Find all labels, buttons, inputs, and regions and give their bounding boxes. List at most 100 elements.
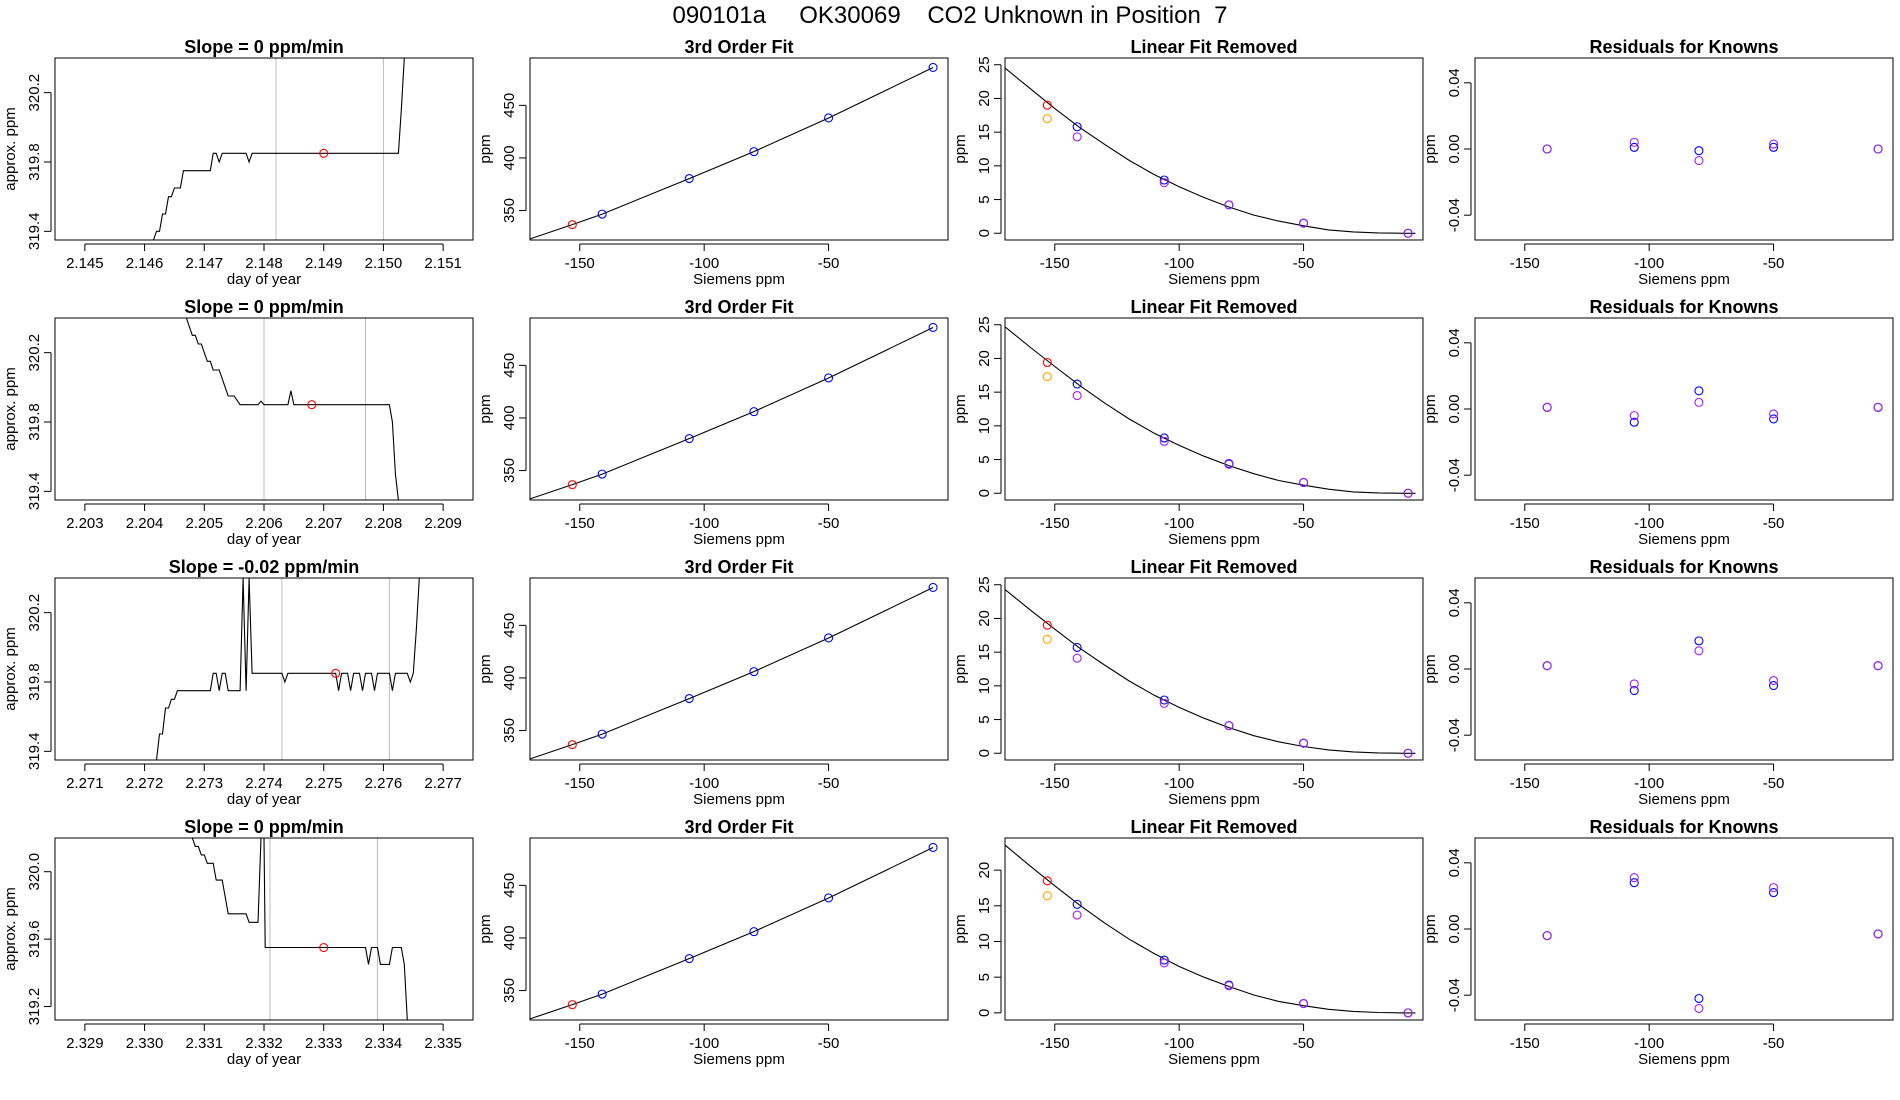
y-tick-label: 25 xyxy=(976,56,993,73)
y-axis-label: approx. ppm xyxy=(2,887,19,970)
panel-title: Linear Fit Removed xyxy=(1130,297,1297,317)
fit-curve xyxy=(530,587,934,760)
y-tick-label: 320.0 xyxy=(26,853,43,891)
x-tick-label: -100 xyxy=(1634,515,1664,532)
panel-r2-c3: -150 -100 -50 Siemens ppm 0 5 10 15 20 25 ppm Linea… xyxy=(952,297,1424,548)
point-blue xyxy=(1159,433,1169,443)
plot-frame xyxy=(529,577,949,761)
point-red xyxy=(331,668,341,678)
plot-frame xyxy=(1474,577,1894,761)
point-purple xyxy=(1224,200,1234,210)
y-tick-label: 350 xyxy=(501,978,518,1003)
point-purple xyxy=(1694,156,1704,166)
x-tick-label: 2.146 xyxy=(126,255,164,272)
y-tick-label: 0.00 xyxy=(1446,914,1463,943)
point-blue xyxy=(1072,899,1082,909)
panel-r1-c3: -150 -100 -50 Siemens ppm 0 5 10 15 20 25 ppm Linea… xyxy=(952,37,1424,288)
y-tick-label: 5 xyxy=(976,973,993,981)
point-blue xyxy=(684,694,694,704)
point-purple xyxy=(1542,661,1552,671)
y-tick-label: -0.04 xyxy=(1446,978,1463,1012)
y-tick-label: 319.4 xyxy=(26,733,43,771)
fit-curve xyxy=(530,847,934,1020)
point-blue xyxy=(1769,414,1779,424)
y-axis-label: ppm xyxy=(1422,914,1439,943)
y-tick-label: 319.8 xyxy=(26,403,43,441)
plot-frame xyxy=(54,837,474,1021)
point-purple xyxy=(1159,698,1169,708)
x-tick-label: 2.206 xyxy=(245,515,283,532)
plot-area xyxy=(530,582,938,760)
point-purple xyxy=(1769,409,1779,419)
panel-r1-c2: -150 -100 -50 Siemens ppm 350 400 450 ppm 3rd Or… xyxy=(477,37,949,288)
point-purple xyxy=(1694,1003,1704,1013)
plot-frame xyxy=(1474,57,1894,241)
y-axis-label: ppm xyxy=(1422,134,1439,163)
x-tick-label: -50 xyxy=(818,775,840,792)
y-tick-label: 400 xyxy=(501,405,518,430)
x-tick-label: 2.145 xyxy=(66,255,104,272)
y-tick-label: 10 xyxy=(976,678,993,695)
point-purple xyxy=(1159,958,1169,968)
y-axis-label: approx. ppm xyxy=(2,627,19,710)
plot-frame xyxy=(1474,317,1894,501)
x-tick-label: -100 xyxy=(689,515,719,532)
y-axis-label: ppm xyxy=(952,654,969,683)
series-line xyxy=(155,578,420,760)
point-blue xyxy=(597,989,607,999)
panel-title: 3rd Order Fit xyxy=(684,297,793,317)
panel-r1-c4: -150 -100 -50 Siemens ppm -0.04 0.00 0.04 ppm Re… xyxy=(1422,37,1894,288)
y-axis-label: ppm xyxy=(952,394,969,423)
x-tick-label: -100 xyxy=(689,775,719,792)
plot-area xyxy=(1005,326,1416,498)
y-tick-label: 319.8 xyxy=(26,143,43,181)
point-blue xyxy=(928,842,938,853)
y-tick-label: 0 xyxy=(976,229,993,237)
point-purple xyxy=(1403,1008,1413,1018)
plot-area xyxy=(185,318,399,500)
point-blue xyxy=(1629,878,1639,888)
point-blue xyxy=(824,893,834,903)
point-purple xyxy=(1224,721,1234,731)
panel-r2-c2: -150 -100 -50 Siemens ppm 350 400 450 ppm 3rd Or… xyxy=(477,297,949,548)
y-tick-label: -0.04 xyxy=(1446,198,1463,232)
x-tick-label: -150 xyxy=(1040,1035,1070,1052)
x-axis-label: Siemens ppm xyxy=(1168,1051,1260,1068)
panel-title: Residuals for Knowns xyxy=(1589,37,1778,57)
panel-r4-c4: -150 -100 -50 Siemens ppm -0.04 0.00 0.04 ppm Re… xyxy=(1422,817,1894,1068)
x-tick-label: 2.332 xyxy=(245,1035,283,1052)
y-tick-label: 20 xyxy=(976,610,993,627)
point-blue xyxy=(749,927,759,937)
y-tick-label: 0 xyxy=(976,749,993,757)
x-tick-label: 2.205 xyxy=(186,515,224,532)
point-purple xyxy=(1873,402,1883,412)
y-tick-label: 20 xyxy=(976,862,993,879)
series-line xyxy=(191,838,409,1020)
plot-area xyxy=(1005,67,1416,238)
plot-frame xyxy=(54,57,474,241)
x-tick-label: -150 xyxy=(1510,515,1540,532)
point-blue xyxy=(928,62,938,73)
point-purple xyxy=(1629,679,1639,689)
y-tick-label: 20 xyxy=(976,90,993,107)
x-tick-label: -100 xyxy=(1634,1035,1664,1052)
point-blue xyxy=(928,582,938,593)
point-purple xyxy=(1159,178,1169,188)
panel-r3-c3: -150 -100 -50 Siemens ppm 0 5 10 15 20 25 ppm Linea… xyxy=(952,557,1424,808)
plot-frame xyxy=(529,837,949,1021)
series-line xyxy=(152,58,405,240)
point-red xyxy=(1042,620,1052,630)
point-purple xyxy=(1072,390,1082,401)
point-blue xyxy=(597,469,607,479)
x-tick-label: -150 xyxy=(1040,515,1070,532)
x-tick-label: 2.272 xyxy=(126,775,164,792)
point-purple xyxy=(1542,931,1552,941)
point-blue xyxy=(1769,888,1779,898)
panel-title: Residuals for Knowns xyxy=(1589,297,1778,317)
panel-r2-c1: 2.203 2.204 2.205 2.206 2.207 2.208 2.209 day o… xyxy=(2,297,474,548)
y-tick-label: 320.2 xyxy=(26,74,43,112)
y-tick-label: 10 xyxy=(976,158,993,175)
y-tick-label: 319.8 xyxy=(26,663,43,701)
plot-area xyxy=(530,62,938,240)
x-tick-label: 2.330 xyxy=(126,1035,164,1052)
